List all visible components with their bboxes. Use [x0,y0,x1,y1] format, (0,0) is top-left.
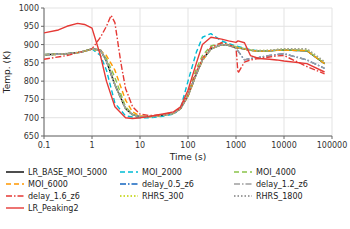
x-tick-label: 10 [135,141,145,150]
y-tick [41,117,44,118]
y-tick [41,44,44,45]
y-axis-label: Temp. (K) [2,51,12,95]
legend-label: MOI_4000 [256,168,296,177]
y-tick-label: 950 [24,22,39,31]
y-tick [41,26,44,27]
legend-swatch [120,183,138,184]
series-lines [44,15,325,118]
legend-swatch [120,171,138,172]
x-tick-label: 100 [180,141,195,150]
y-tick-label: 1000 [19,4,39,13]
legend-swatch [234,195,252,197]
legend-swatch [6,171,24,172]
x-tick-label: 0.1 [38,141,51,150]
legend-swatch [234,171,252,172]
legend-label: delay_1.6_z6 [28,192,80,201]
y-tick-label: 750 [24,95,39,104]
legend-swatch [6,183,24,184]
chart-container: 650 700 750 800 850 900 950 1000 0.1 1 10 100 1000 10… [0,0,350,229]
legend-label: delay_0.5_z6 [142,180,194,189]
x-tick [92,136,93,139]
series-line [44,45,325,117]
grid-line-x [44,8,45,136]
y-tick-label: 850 [24,59,39,68]
legend-label: LR_BASE_MOI_5000 [28,168,107,177]
x-tick-label: 1000 [226,141,246,150]
legend-swatch [6,207,24,208]
grid-line-x [236,8,237,136]
y-axis-line [44,8,45,136]
x-tick-label: 10000 [271,141,296,150]
legend-label: MOI_6000 [28,180,68,189]
grid [44,8,332,136]
x-tick [140,136,141,139]
series-line [44,45,325,117]
legend-label: MOI_2000 [142,168,182,177]
series-line [44,34,325,118]
legend: LR_BASE_MOI_5000 MOI_2000 MOI_4000 MOI_6000… [6,168,308,213]
x-axis-label: Time (s) [169,152,207,162]
x-tick-label: 100000 [317,141,348,150]
series-line [44,43,325,117]
x-tick [188,136,189,139]
grid-line-x [188,8,189,136]
grid-line-x [332,8,333,136]
x-tick [284,136,285,139]
legend-swatch [120,195,138,197]
legend-swatch [6,195,24,196]
y-tick-label: 650 [24,132,39,141]
series-line [44,15,325,115]
y-tick [41,8,44,9]
series-line [44,23,325,118]
y-tick [41,99,44,100]
legend-label: delay_1.2_z6 [256,180,308,189]
x-tick [236,136,237,139]
x-tick [332,136,333,139]
y-tick-label: 800 [24,77,39,86]
legend-label: RHRS_1800 [256,192,303,201]
grid-line-x [284,8,285,136]
ticks: 650 700 750 800 850 900 950 1000 0.1 1 10 100 1000 10… [19,4,348,150]
legend-label: LR_Peaking2 [28,204,78,213]
y-tick-label: 900 [24,41,39,50]
legend-label: RHRS_300 [142,192,183,201]
y-tick-label: 700 [24,114,39,123]
chart: 650 700 750 800 850 900 950 1000 0.1 1 10 100 1000 10… [0,0,350,229]
x-tick [44,136,45,139]
y-tick [41,62,44,63]
y-tick [41,81,44,82]
legend-swatch [234,183,252,184]
x-tick-label: 1 [89,141,94,150]
